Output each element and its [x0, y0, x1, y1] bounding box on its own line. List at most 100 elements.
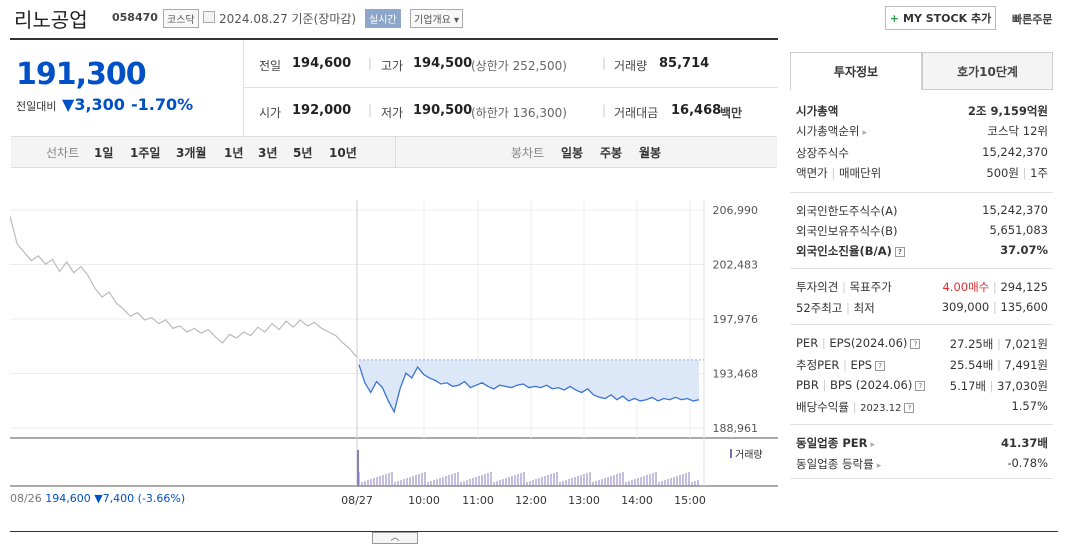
add-my-stock-button[interactable]: + MY STOCK 추가	[885, 6, 996, 30]
open-value: 192,000	[292, 103, 352, 118]
high-value: 194,500	[413, 56, 473, 71]
period-bar	[11, 136, 777, 168]
calendar-icon	[203, 11, 215, 23]
change-label: 전일대비	[16, 100, 57, 113]
sector-per-label[interactable]: 동일업종 PER ▸	[796, 436, 875, 450]
footer-change: ▼7,400	[94, 492, 135, 505]
market-cap-value: 2조 9,159억원	[967, 104, 1048, 118]
change-value: ▼3,300	[62, 95, 125, 114]
plus-icon: +	[889, 11, 900, 25]
chevron-right-icon: ▸	[870, 440, 875, 450]
sector-change-value: -0.78%	[1007, 456, 1048, 470]
chevron-right-icon: ▸	[876, 461, 882, 471]
x-tick-label: 10:00	[408, 494, 440, 507]
low-value: 190,500	[413, 103, 473, 118]
price-chart[interactable]: 206,990 202,483 197,976 193,468 188,961 08/2…	[10, 180, 778, 520]
chevron-up-icon: ︿	[390, 533, 400, 543]
market-cap-label: 시가총액	[796, 104, 839, 118]
est-per-eps-value: 25.54배 | 7,491원	[949, 358, 1048, 372]
opinion-target-value: 4.00매수 | 294,125	[942, 280, 1048, 294]
help-icon[interactable]: ?	[910, 338, 921, 349]
change-amount: 3,300	[74, 95, 125, 114]
y-tick-label: 188,961	[713, 422, 759, 435]
par-unit-label: 액면가 | 매매단위	[796, 166, 882, 180]
x-tick-label: 12:00	[515, 494, 547, 507]
candle-chart-label: 봉차트	[511, 146, 545, 160]
quote-date: 2024.08.27 기준(장마감)	[219, 12, 357, 26]
sector-per-value: 41.37배	[1001, 436, 1048, 450]
help-icon[interactable]: ?	[894, 246, 905, 257]
foreign-hold-value: 5,651,083	[989, 223, 1048, 237]
upper-limit: (상한가 252,500)	[471, 59, 567, 73]
stock-name: 리노공업	[14, 8, 88, 32]
market-cap-rank-label[interactable]: 시가총액순위 ▸	[796, 124, 868, 138]
y-tick-label: 197,976	[713, 313, 759, 326]
foreign-limit-value: 15,242,370	[982, 203, 1048, 217]
period-1d[interactable]: 1일	[94, 146, 114, 160]
change-percent: -1.70%	[131, 95, 194, 114]
week52-label: 52주최고 | 최저	[796, 301, 875, 315]
tab-order-book[interactable]: 호가10단계	[922, 52, 1053, 90]
opinion-target-label: 투자의견 | 목표주가	[796, 280, 892, 294]
footer-pct: (-3.66%)	[137, 492, 186, 505]
per-eps-value: 27.25배 | 7,021원	[949, 337, 1048, 351]
y-tick-label: 193,468	[713, 368, 759, 381]
shares-label: 상장주식수	[796, 146, 849, 160]
company-overview-button[interactable]: 기업개요 ▾	[410, 9, 464, 28]
x-tick-label: 14:00	[621, 494, 653, 507]
footer-date: 08/26	[10, 492, 42, 505]
est-per-eps-label: 추정PER | EPS?	[796, 357, 886, 373]
low-label: 저가	[381, 106, 404, 120]
shares-value: 15,242,370	[982, 145, 1048, 159]
candle-monthly[interactable]: 월봉	[639, 146, 662, 160]
period-1y[interactable]: 1년	[224, 146, 244, 160]
series-today-area	[359, 359, 699, 412]
help-icon[interactable]: ?	[875, 360, 886, 371]
footer-price: 194,600	[45, 492, 91, 505]
foreign-limit-label: 외국인한도주식수(A)	[796, 204, 898, 218]
period-1w[interactable]: 1주일	[130, 146, 161, 160]
candle-daily[interactable]: 일봉	[561, 146, 584, 160]
x-tick-label: 08/27	[341, 494, 373, 507]
volume-value: 85,714	[659, 56, 710, 71]
period-10y[interactable]: 10년	[329, 146, 357, 160]
period-3y[interactable]: 3년	[258, 146, 278, 160]
candle-weekly[interactable]: 주봉	[600, 146, 623, 160]
week52-value: 309,000 | 135,600	[941, 300, 1048, 314]
down-triangle-icon: ▼	[62, 95, 75, 114]
period-3m[interactable]: 3개월	[176, 146, 207, 160]
add-my-stock-label: MY STOCK 추가	[903, 12, 992, 25]
lower-limit: (하한가 136,300)	[471, 106, 567, 120]
realtime-button[interactable]: 실시간	[365, 9, 401, 28]
amount-label: 거래대금	[614, 106, 659, 120]
per-eps-label: PER | EPS(2024.06)?	[796, 336, 921, 350]
market-badge: 코스닥	[163, 9, 199, 28]
chevron-down-icon: ▾	[450, 15, 460, 26]
pbr-bps-label: PBR | BPS (2024.06)?	[796, 378, 926, 392]
help-icon[interactable]: ?	[915, 380, 926, 391]
volume-label: 거래량	[614, 59, 648, 73]
collapse-chart-button[interactable]: ︿	[372, 532, 418, 544]
series-previous-day	[10, 215, 358, 358]
dividend-label: 배당수익률 | 2023.12?	[796, 399, 915, 415]
foreign-ratio-value: 37.07%	[1000, 243, 1048, 257]
chevron-right-icon: ▸	[862, 128, 868, 138]
help-icon[interactable]: ?	[904, 402, 915, 413]
amount-value: 16,468	[671, 103, 722, 118]
y-tick-label: 206,990	[713, 204, 759, 217]
sector-change-label[interactable]: 동일업종 등락률 ▸	[796, 457, 882, 471]
pbr-bps-value: 5.17배 | 37,030원	[949, 379, 1048, 393]
period-5y[interactable]: 5년	[293, 146, 313, 160]
par-unit-value: 500원 | 1주	[986, 166, 1048, 180]
quick-order-link[interactable]: 빠른주문	[1012, 13, 1053, 26]
foreign-ratio-label: 외국인소진율(B/A)?	[796, 243, 905, 259]
open-label: 시가	[259, 106, 282, 120]
line-chart-label: 선차트	[46, 146, 80, 160]
quote-panel	[10, 38, 778, 534]
tab-investment-info[interactable]: 투자정보	[790, 52, 922, 90]
prev-close-value: 194,600	[292, 56, 352, 71]
company-overview-label: 기업개요	[414, 15, 451, 26]
series-today	[358, 364, 700, 414]
x-tick-label: 11:00	[462, 494, 494, 507]
x-tick-label: 13:00	[568, 494, 600, 507]
